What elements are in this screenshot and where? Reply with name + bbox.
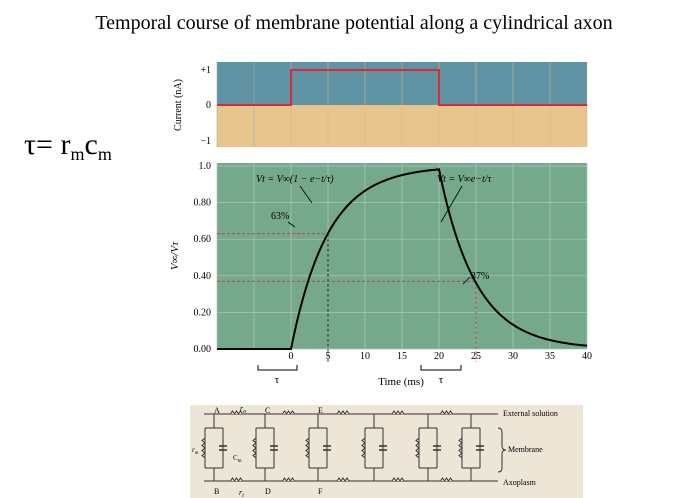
voltage-x-tick-label: 0 [289,351,294,362]
node-label-b: B [214,487,219,496]
voltage-x-tick-label: 40 [582,351,592,362]
node-label-f: F [318,487,323,496]
voltage-x-tick-label: 15 [397,351,407,362]
current-panel: +1 0 −1 Current (nA) [173,62,588,147]
membrane-potential-curve [217,168,588,350]
membrane-brace [497,427,507,473]
voltage-gridlines [216,163,588,350]
rise-equation-pointer [299,185,313,204]
node-label-a: A [214,406,220,415]
inside-resistor [391,477,406,482]
membrane-capacitor [476,445,484,451]
voltage-x-tick-label: 20 [434,351,444,362]
label-r-membrane: rm [192,446,199,456]
voltage-y-tick-label: 0.00 [194,344,212,355]
membrane-capacitor [379,445,387,451]
voltage-x-tick-label: 35 [545,351,555,362]
tau-label-rise: τ [275,374,280,386]
membrane-resistor [305,437,310,459]
current-tick-zero: 0 [206,100,211,111]
node-label-d: D [265,487,271,496]
voltage-y-ticks: 1.0 0.80 0.60 0.40 0.20 0.00 [194,161,212,355]
equation-lhs: τ= r [24,128,71,161]
circuit-wiring [201,410,498,482]
equation-c: c [84,128,98,161]
voltage-panel: 1.0 0.80 0.60 0.40 0.20 0.00 0 5 10 15 20 25 30 35 40… [169,161,592,388]
tau-bracket-rise [257,365,298,371]
external-solution-label: External solution [503,409,558,418]
voltage-y-tick-label: 0.60 [194,234,212,245]
voltage-y-tick-label: 0.80 [194,198,212,209]
voltage-x-tick-label: 25 [471,351,481,362]
membrane-resistor [458,437,463,459]
current-tick-minus1: −1 [200,136,211,147]
rise-equation: Vt = V∞(1 − e−t/τ) [256,174,334,185]
voltage-y-tick-label: 1.0 [199,161,212,172]
annotation-63-pointer [287,221,296,228]
inside-resistor [336,477,351,482]
current-axis-label: Current (nA) [173,79,184,131]
tau-label-decay: τ [439,374,444,386]
membrane-resistor [415,437,420,459]
voltage-axis-label: V∞/Vτ [169,241,181,270]
membrane-resistor [252,437,257,459]
time-axis-label: Time (ms) [378,376,424,388]
label-c-membrane: Cm [233,454,242,464]
voltage-y-tick-label: 0.40 [194,271,212,282]
voltage-x-ticks: 0 5 10 15 20 25 30 35 40 [289,351,593,362]
membrane-capacitor [323,445,331,451]
node-label-c: C [265,406,270,415]
time-constant-equation: τ= rmcm [24,128,112,165]
outside-resistor [282,410,297,415]
voltage-x-tick-label: 5 [326,351,331,362]
equation-sub-m1: m [70,144,85,164]
annotation-63-percent: 63% [271,211,289,222]
label-r-inside: ri [239,488,244,498]
membrane-capacitor [433,445,441,451]
voltage-x-tick-label: 10 [360,351,370,362]
membrane-capacitor [270,445,278,451]
node-label-e: E [318,406,323,415]
slide-title: Temporal course of membrane potential al… [95,12,613,34]
equivalent-circuit: A C E B D F ro ri rm Cm External solutio… [190,404,583,498]
decay-equation-pointer [440,185,463,223]
voltage-y-tick-label: 0.20 [194,307,212,318]
decay-equation: Vt = V∞e−t/τ [437,174,492,185]
membrane-label: Membrane [508,445,543,454]
inside-resistor [440,477,455,482]
axoplasm-label: Axoplasm [503,478,537,487]
inside-resistor [282,477,297,482]
voltage-x-tick-label: 30 [508,351,518,362]
tau-bracket-decay [420,365,462,371]
tau-guides [217,233,477,362]
outside-resistor [391,410,406,415]
outside-resistor [336,410,351,415]
annotation-37-pointer [462,276,471,285]
outside-resistor [230,410,245,415]
outside-resistor [440,410,455,415]
current-tick-plus1: +1 [200,65,211,76]
label-r-outside: ro [240,404,246,415]
equation-sub-m2: m [97,144,112,164]
current-step-trace [217,69,587,106]
annotation-37-percent: 37% [471,271,489,282]
membrane-resistor [361,437,366,459]
membrane-capacitor [219,445,227,451]
membrane-resistor [201,437,206,459]
inside-resistor [230,477,245,482]
